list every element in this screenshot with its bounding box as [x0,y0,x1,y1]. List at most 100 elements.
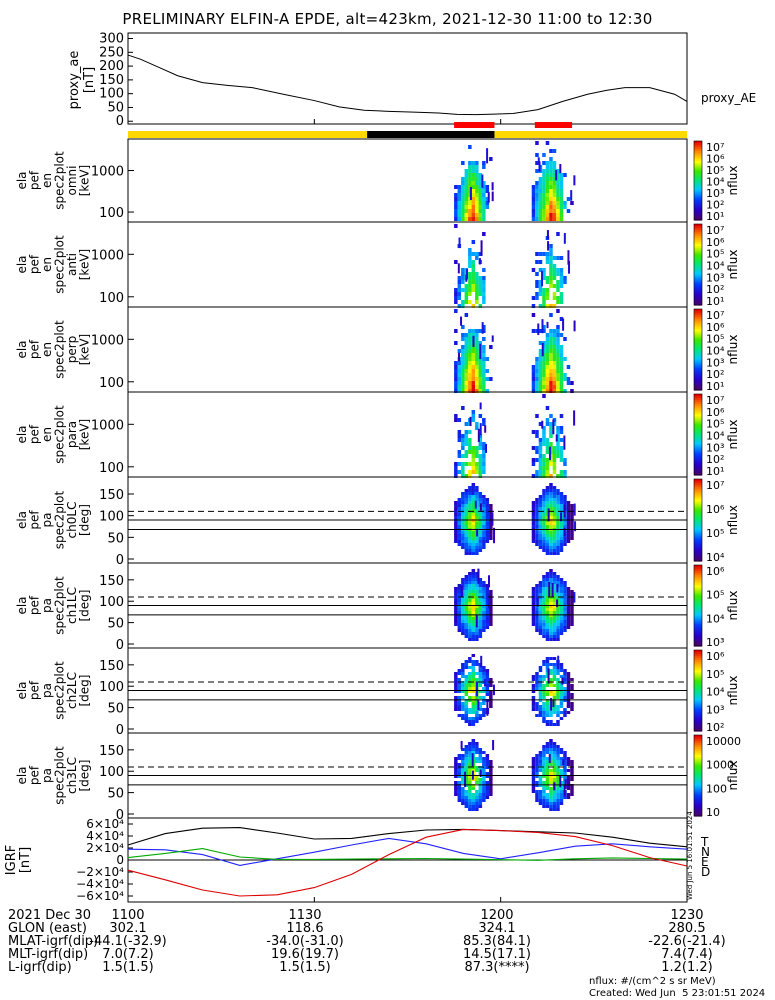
colorbar-cell [694,422,702,425]
colorbar-cell [694,190,702,193]
colorbar-tick-label: 10⁵ [706,589,724,602]
colorbar-cell [694,558,702,562]
colorbar-tick-label: 10⁶ [706,650,725,663]
colorbar-cell [694,450,702,454]
colorbar-cell [694,656,702,659]
colorbar-label: nflux [726,166,740,196]
colorbar-cell [694,795,702,799]
panel-ylabel: [deg] [78,504,92,536]
panel-ylabel: pef [28,254,42,274]
colorbar-cell [694,538,702,542]
colorbar-cell [694,495,702,499]
colorbar-cell [694,676,702,679]
colorbar-cell [694,481,702,484]
colorbar-tick-label: 10⁴ [706,176,725,189]
colorbar-cell [694,635,702,639]
colorbar-cell [694,743,702,746]
colorbar-cell [694,633,702,637]
colorbar-cell [694,605,702,609]
panel-ylabel: ela [15,425,29,443]
colorbar-cell [694,759,702,762]
colorbar-cell [694,442,702,446]
igrf-ytick-label: 0 [116,853,124,867]
colorbar-cell [694,493,702,496]
colorbar-cell [694,464,702,468]
colorbar-frame [693,140,703,221]
colorbar-cell [694,607,702,611]
panel-ylabel: ch1LC [65,587,79,624]
colorbar-cell [694,234,702,237]
colorbar-tick-label: 10⁵ [706,164,724,177]
colorbar-cell [694,448,702,452]
spectrogram-en_perp [454,309,576,393]
colorbar-cell [694,532,702,535]
colorbar-cell [694,702,702,706]
colorbar-cell [694,444,702,448]
colorbar-cell [694,623,702,627]
colorbar-cell [694,379,702,383]
colorbar-tick-label: 10000 [706,735,741,748]
proxy-ae-ytick-label: 300 [99,32,124,47]
colorbar-cell [694,430,702,434]
colorbar-tick-label: 10⁵ [706,248,724,261]
colorbar-cell [694,456,702,460]
colorbar-cell [694,530,702,533]
colorbar-cell [694,262,702,266]
collection-bar [534,122,573,128]
colorbar-cell [694,524,702,527]
colorbar-cell [694,666,702,669]
panel-ylabel: pa [40,513,54,528]
colorbar-cell [694,678,702,681]
colorbar-cell [694,286,702,290]
colorbar-cell [694,722,702,726]
panel-ylabel: ela [15,511,29,529]
footer-row-value: 302.1 [109,921,147,936]
colorbar-cell [694,763,702,766]
colorbar-cell [694,385,702,389]
footer-row-value: -22.6(-21.4) [648,934,726,949]
colorbar-cell [694,487,702,490]
colorbar-cell [694,791,702,795]
colorbar-cell [694,785,702,789]
colorbar-cell [694,807,702,811]
colorbar-cell [694,585,702,588]
proxy-ae-ylabel: proxy_ae [67,51,82,110]
colorbar-cell [694,264,702,268]
colorbar-cell [694,248,702,251]
colorbar-cell [694,745,702,748]
colorbar-cell [694,522,702,525]
colorbar-cell [694,141,702,144]
igrf-legend-E: E [701,855,709,869]
colorbar-cell [694,226,702,229]
colorbar-cell [694,254,702,257]
colorbar-tick-label: 10⁶ [706,153,725,166]
colorbar-cell [694,511,702,515]
colorbar-cell [694,156,702,160]
colorbar-cell [694,412,702,415]
colorbar-cell [694,534,702,537]
colorbar-label: nflux [726,505,740,535]
panel-ylabel: [deg] [78,760,92,792]
colorbar-cell [694,544,702,548]
created-stamp: Created: Wed Jun 5 23:01:51 2024 [589,988,766,999]
colorbar-cell [694,150,702,154]
colorbar-cell [694,643,702,647]
colorbar-cell [694,470,702,474]
side-stamp: Wed Jun 5 16:01:51 2024 [686,811,694,900]
colorbar-cell [694,813,702,817]
footer-row-value: -34.0(-31.0) [266,934,344,949]
colorbar-cell [694,224,702,227]
footer-row-value: 14.5(17.1) [462,947,532,962]
igrf-legend-D: D [701,865,710,879]
colorbar-cell [694,454,702,458]
colorbar-frame [693,393,703,476]
colorbar-cell [694,146,702,150]
ytick-label: 1000 [91,418,124,433]
colorbar-cell [694,583,702,586]
footer-row-value: 85.3(84.1) [462,934,532,949]
colorbar-cell [694,162,702,166]
colorbar-cell [694,700,702,704]
colorbar-cell [694,751,702,754]
colorbar-cell [694,238,702,241]
colorbar-frame [693,734,703,817]
